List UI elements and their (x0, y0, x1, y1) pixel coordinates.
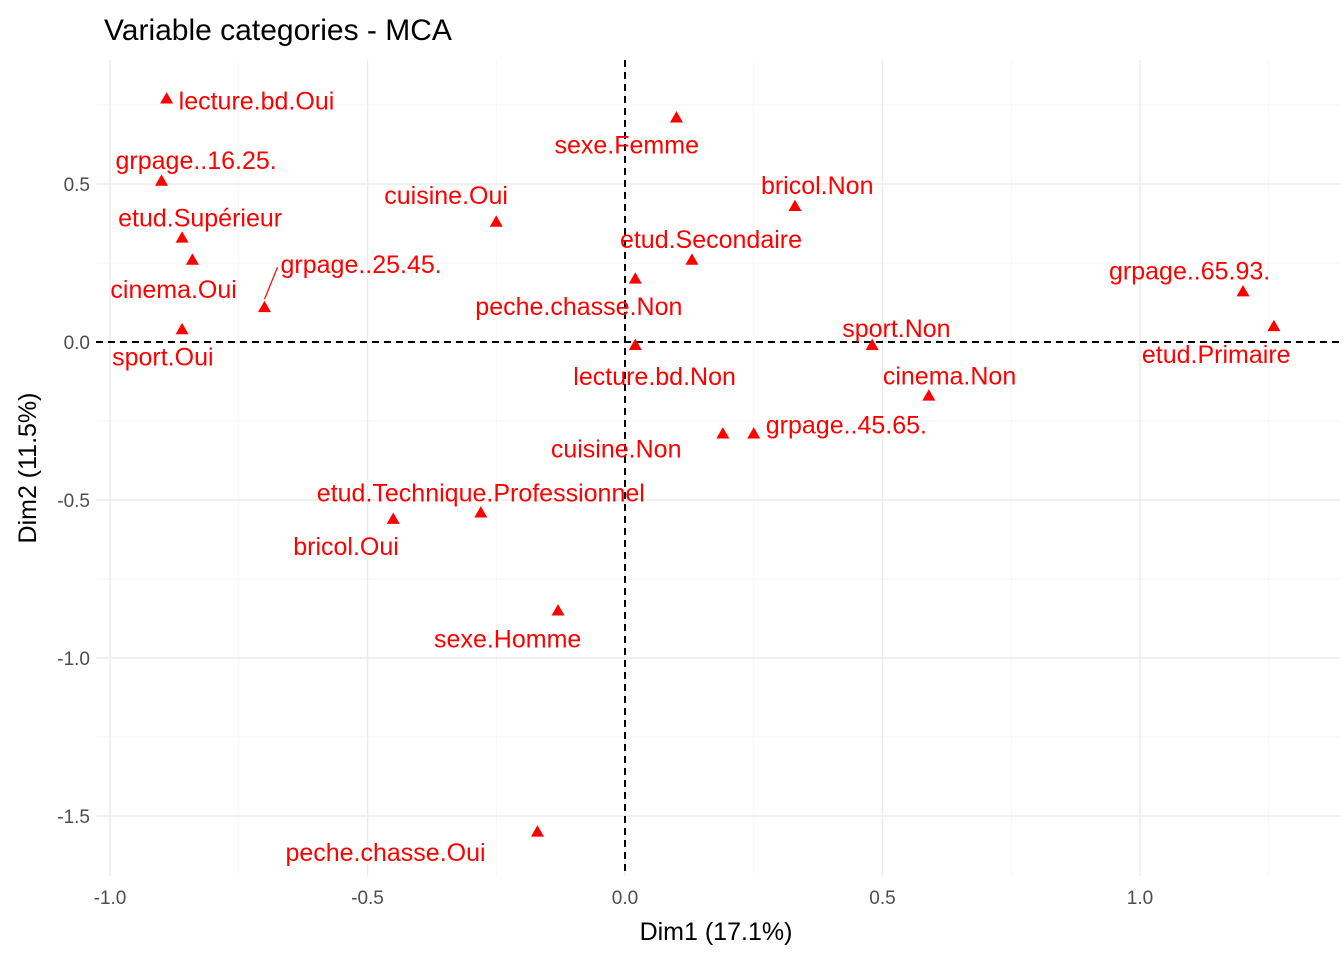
point-label: peche.chasse.Non (475, 293, 682, 321)
point-label: bricol.Non (761, 172, 874, 200)
point-label: etud.Technique.Professionnel (317, 480, 645, 508)
x-tick-label: -0.5 (351, 888, 384, 909)
y-tick-label: -1.0 (57, 649, 90, 670)
point-label: grpage..25.45. (281, 251, 442, 279)
grid (96, 60, 1340, 876)
point-marker (551, 604, 565, 616)
x-tick-label: 0.5 (869, 888, 895, 909)
axis-ticks: -1.0 -0.5 0.0 0.5 1.0 0.5 0.0 -0.5 -1.0 -1.5 (57, 175, 1153, 909)
point-label: etud.Secondaire (620, 226, 802, 254)
point-marker (747, 427, 761, 439)
x-tick-label: -1.0 (94, 888, 127, 909)
point-marker (1267, 319, 1281, 332)
point-label: grpage..45.65. (766, 412, 927, 440)
point-marker (155, 174, 168, 186)
point-label: sport.Non (842, 315, 950, 343)
point-marker (386, 512, 400, 524)
point-marker (530, 825, 544, 837)
point-marker (788, 199, 802, 211)
point-label: lecture.bd.Oui (179, 88, 335, 116)
point-marker (474, 506, 488, 518)
point-label: sport.Oui (112, 343, 213, 371)
point-marker (865, 338, 879, 351)
point-marker (628, 338, 642, 351)
x-tick-label: 1.0 (1127, 888, 1153, 909)
y-tick-label: 0.5 (64, 175, 90, 196)
y-tick-label: 0.0 (64, 333, 90, 354)
y-axis-title: Dim2 (11.5%) (14, 393, 42, 544)
x-tick-label: 0.0 (612, 888, 638, 909)
point-label: peche.chasse.Oui (285, 839, 485, 867)
reference-lines (96, 60, 1340, 876)
point-label: cuisine.Oui (384, 182, 508, 210)
point-label: cuisine.Non (551, 436, 682, 464)
point-marker (258, 300, 271, 313)
point-marker (160, 92, 174, 104)
point-label: etud.Supérieur (118, 205, 282, 233)
point-marker (922, 389, 936, 401)
point-label: cinema.Non (883, 363, 1016, 391)
point-label: lecture.bd.Non (573, 363, 736, 391)
label-leader-line (263, 267, 279, 300)
point-label: sexe.Homme (434, 626, 581, 654)
point-marker (685, 253, 699, 265)
y-tick-label: -1.5 (57, 807, 90, 828)
point-label: bricol.Oui (293, 533, 399, 561)
point-marker (670, 111, 683, 123)
point-marker (628, 272, 642, 284)
point-marker (489, 215, 503, 227)
point-marker (175, 231, 189, 243)
point-label: grpage..65.93. (1109, 257, 1270, 285)
point-marker (716, 427, 730, 439)
point-marker (1236, 284, 1250, 297)
y-tick-label: -0.5 (57, 491, 90, 512)
point-label: cinema.Oui (110, 276, 236, 304)
x-axis-title: Dim1 (17.1%) (640, 918, 793, 946)
point-label: grpage..16.25. (116, 147, 277, 175)
point-marker (175, 322, 189, 335)
chart-title: Variable categories - MCA (104, 14, 452, 47)
point-marker (185, 253, 199, 265)
point-label: sexe.Femme (555, 132, 699, 160)
point-label: etud.Primaire (1142, 341, 1291, 369)
points: lecture.bd.Oui grpage..16.25. etud.Supérie… (110, 88, 1290, 867)
